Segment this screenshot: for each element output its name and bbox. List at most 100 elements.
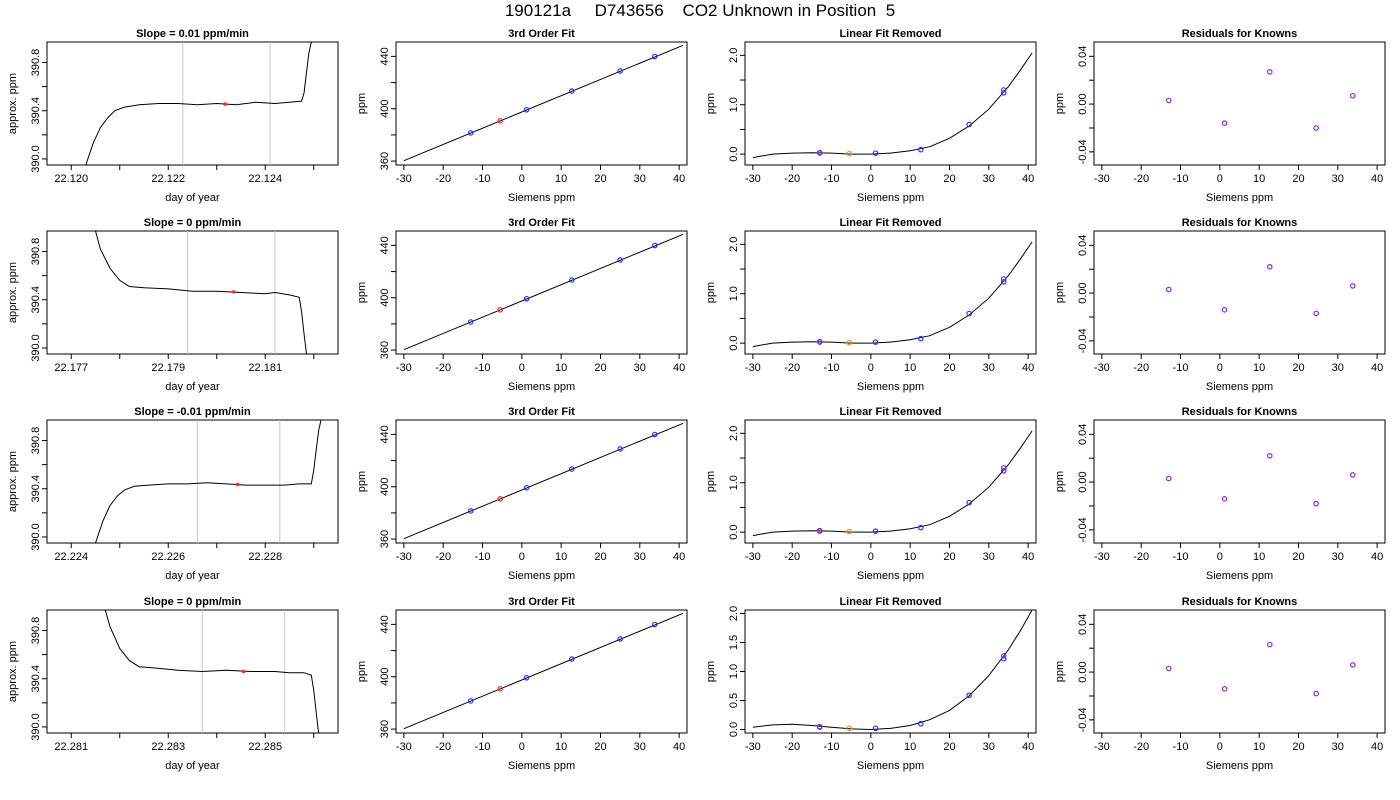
data-point — [846, 150, 853, 157]
y-tick-label: 1.0 — [728, 97, 740, 112]
x-tick-label: -20 — [1133, 741, 1149, 753]
y-tick-label: 390.0 — [30, 523, 42, 551]
data-point — [1266, 641, 1273, 648]
x-axis-label: day of year — [165, 570, 220, 582]
y-tick-label: 400 — [379, 478, 391, 496]
data-point — [1313, 500, 1319, 507]
y-axis-label: ppm — [705, 93, 717, 114]
y-tick-label: 360 — [379, 152, 391, 170]
plot-frame — [1093, 41, 1386, 166]
y-tick-label: 400 — [379, 100, 391, 118]
x-tick-label: 20 — [943, 741, 955, 753]
x-tick-label: 0 — [1217, 551, 1223, 563]
x-tick-label: -30 — [745, 362, 761, 374]
fit-curve — [403, 612, 684, 730]
panel-title: 3rd Order Fit — [508, 28, 575, 40]
x-tick-label: -10 — [824, 551, 840, 563]
x-tick-label: -30 — [745, 741, 761, 753]
series-line — [95, 420, 322, 543]
x-tick-label: 20 — [1292, 551, 1304, 563]
y-tick-label: 390.8 — [30, 617, 42, 645]
panel-r2c3: Linear Fit Removed -30 -20 -10 0 10 20 30 40 0.0 1… — [705, 217, 1037, 393]
y-tick-label: 0.00 — [1077, 471, 1089, 492]
panel-title: Linear Fit Removed — [839, 406, 941, 418]
x-tick-label: 40 — [673, 362, 685, 374]
data-point — [846, 339, 853, 346]
x-tick-label: -20 — [435, 173, 451, 185]
fit-curve — [752, 610, 1033, 731]
x-tick-label: 0 — [1217, 741, 1223, 753]
x-tick-label: -30 — [1094, 741, 1110, 753]
x-tick-label: 0 — [868, 362, 874, 374]
data-point — [872, 528, 879, 534]
x-axis-label: day of year — [165, 760, 220, 772]
x-tick-label: 20 — [943, 551, 955, 563]
y-tick-label: 390.4 — [30, 286, 42, 314]
x-tick-label: -20 — [784, 173, 800, 185]
data-point — [917, 720, 924, 727]
x-tick-label: 10 — [904, 551, 916, 563]
panel-r4c3: Linear Fit Removed -30 -20 -10 0 10 20 30 40 0.0 0… — [705, 596, 1037, 772]
x-tick-label: 0 — [519, 362, 525, 374]
y-tick-label: 390.4 — [30, 665, 42, 693]
x-tick-label: -10 — [824, 741, 840, 753]
y-tick-label: 0.04 — [1077, 46, 1089, 67]
y-axis-label: approx. ppm — [7, 641, 19, 702]
data-point — [651, 242, 658, 249]
data-point — [467, 319, 474, 325]
series-line — [95, 231, 307, 354]
y-tick-label: 400 — [379, 289, 391, 307]
x-tick-label: 10 — [904, 173, 916, 185]
y-axis-label: approx. ppm — [7, 451, 19, 512]
page-title: 190121a D743656 CO2 Unknown in Position … — [504, 1, 896, 20]
x-tick-label: 0 — [519, 741, 525, 753]
x-tick-label: -10 — [1173, 362, 1189, 374]
plot-frame — [1093, 230, 1386, 355]
data-point — [651, 53, 658, 60]
x-axis-label: Siemens ppm — [508, 381, 575, 393]
fit-curve — [403, 44, 684, 162]
y-tick-label: 1.0 — [728, 664, 740, 679]
y-axis-label: ppm — [1054, 93, 1066, 114]
panel-r3c1: Slope = -0.01 ppm/min 22.224 22.226 22.228 3… — [7, 406, 339, 582]
x-axis-label: Siemens ppm — [1206, 381, 1273, 393]
data-point — [846, 725, 853, 732]
x-tick-label: 22.120 — [54, 173, 88, 185]
data-point — [651, 621, 658, 628]
y-tick-label: 0.04 — [1077, 614, 1089, 635]
y-axis-label: ppm — [356, 661, 368, 682]
x-tick-label: -10 — [824, 362, 840, 374]
x-tick-label: 10 — [555, 173, 567, 185]
x-tick-label: 20 — [1292, 362, 1304, 374]
panel-r4c4: Residuals for Knowns -30 -20 -10 0 10 20 30 40 -0… — [1054, 596, 1386, 772]
fit-curve — [752, 430, 1033, 537]
x-tick-label: -20 — [435, 362, 451, 374]
panel-title: Linear Fit Removed — [839, 217, 941, 229]
y-axis-label: ppm — [1054, 471, 1066, 492]
y-tick-label: 2.0 — [728, 48, 740, 63]
x-tick-label: 0 — [519, 173, 525, 185]
x-axis-label: Siemens ppm — [1206, 192, 1273, 204]
data-point — [497, 685, 504, 692]
x-tick-label: -30 — [396, 173, 412, 185]
data-point — [1313, 125, 1319, 131]
data-point — [1221, 120, 1228, 127]
plot-frame — [395, 609, 688, 734]
x-tick-label: 30 — [634, 741, 646, 753]
x-tick-label: 22.285 — [248, 741, 282, 753]
data-point — [816, 339, 823, 345]
data-point — [617, 257, 623, 263]
data-point — [872, 725, 879, 732]
data-point — [966, 121, 972, 128]
x-tick-label: 40 — [1371, 362, 1383, 374]
x-tick-label: 30 — [983, 551, 995, 563]
data-point — [1349, 283, 1356, 289]
data-point — [651, 431, 658, 438]
x-tick-label: 40 — [1022, 741, 1034, 753]
x-tick-label: 0 — [1217, 362, 1223, 374]
data-point — [1000, 655, 1007, 662]
x-tick-label: -20 — [784, 362, 800, 374]
data-point — [1349, 92, 1356, 99]
y-tick-label: 1.5 — [728, 635, 740, 650]
data-point — [1221, 686, 1228, 692]
